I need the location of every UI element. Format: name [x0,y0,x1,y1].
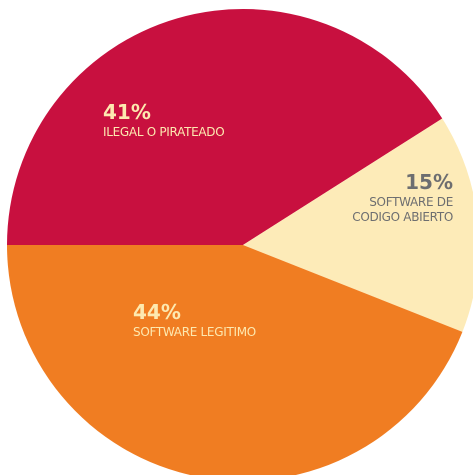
percent-label: 41% [103,100,151,124]
pie-slice [243,118,473,332]
category-label: ILEGAL O PIRATEADO [103,125,225,139]
category-label: SOFTWARE LEGITIMO [133,325,256,339]
category-label: SOFTWARE DE CODIGO ABIERTO [352,195,453,224]
percent-label: 15% [405,170,453,194]
pie-slice [7,245,463,475]
pie-slice [7,9,443,245]
percent-label: 44% [133,300,181,324]
slice-label: 15% SOFTWARE DE CODIGO ABIERTO [352,170,453,225]
slice-label: 41% ILEGAL O PIRATEADO [103,100,225,140]
slice-label: 44% SOFTWARE LEGITIMO [133,300,256,340]
